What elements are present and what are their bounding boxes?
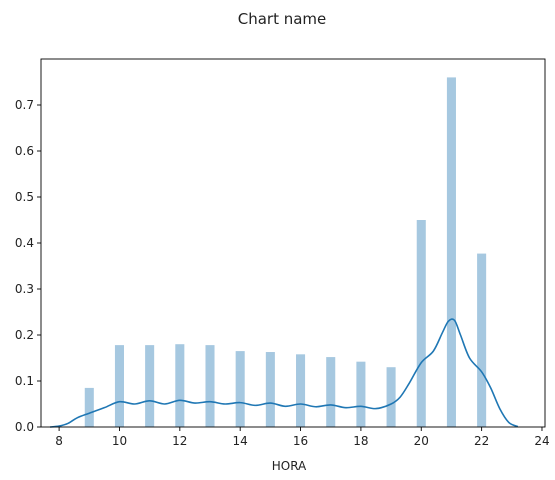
histogram-bar — [205, 345, 215, 427]
chart-title: Chart name — [238, 10, 327, 28]
y-tick-label: 0.3 — [15, 282, 34, 296]
kde-line — [49, 318, 519, 428]
histogram-bar — [416, 220, 426, 427]
y-tick-label: 0.5 — [15, 190, 34, 204]
histogram-bar — [145, 345, 155, 427]
x-tick-label: 24 — [534, 434, 549, 448]
y-tick-label: 0.7 — [15, 98, 34, 112]
y-tick-label: 0.1 — [15, 374, 34, 388]
x-tick-label: 18 — [353, 434, 368, 448]
histogram-bar — [356, 361, 366, 427]
histogram-bar — [326, 357, 336, 427]
histogram-bar — [175, 344, 185, 427]
x-tick-label: 20 — [414, 434, 429, 448]
histogram-bar — [84, 387, 94, 427]
histogram-bar — [477, 253, 487, 427]
axes: 8 10 12 14 16 18 20 22 24 0.0 0.1 0.2 0.3 0.4 0.5 0.6 0.… — [15, 58, 550, 448]
histogram-bar — [296, 354, 306, 427]
x-tick-label: 10 — [112, 434, 127, 448]
x-tick-label: 8 — [55, 434, 63, 448]
x-tick-label: 22 — [474, 434, 489, 448]
y-tick-label: 0.0 — [15, 420, 34, 434]
histogram-bar — [265, 352, 275, 427]
histogram-bar — [114, 345, 124, 427]
histogram-bars — [84, 77, 487, 428]
y-tick-label: 0.4 — [15, 236, 34, 250]
x-tick-label: 12 — [172, 434, 187, 448]
y-tick-label: 0.2 — [15, 328, 34, 342]
x-tick-label: 14 — [233, 434, 248, 448]
x-axis-label: HORA — [272, 459, 307, 473]
histogram-bar — [446, 77, 456, 428]
y-tick-label: 0.6 — [15, 144, 34, 158]
histogram-bar — [235, 351, 245, 427]
histogram-bar — [386, 367, 396, 427]
x-tick-label: 16 — [293, 434, 308, 448]
